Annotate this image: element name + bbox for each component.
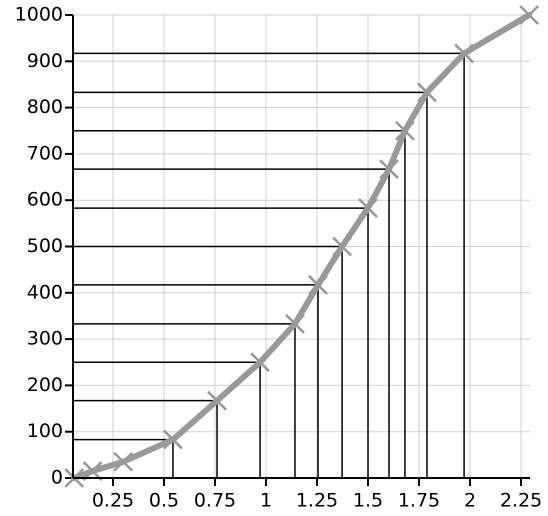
y-tick-label: 400 <box>27 281 63 303</box>
cross-marker <box>113 451 134 472</box>
x-tick-label: 2.25 <box>500 490 542 512</box>
cross-marker <box>285 313 305 334</box>
cross-marker <box>454 43 474 64</box>
cross-marker <box>519 5 540 25</box>
cross-marker <box>332 236 352 257</box>
x-tick-label: 0.5 <box>149 490 179 512</box>
y-tick-label: 600 <box>27 189 63 211</box>
x-tick-label: 1.5 <box>353 490 383 512</box>
x-tick-label: 1.25 <box>296 490 338 512</box>
cross-marker <box>163 429 183 450</box>
cross-marker <box>417 82 437 103</box>
y-tick-label: 900 <box>27 50 63 72</box>
x-tick-label: 1 <box>260 490 272 512</box>
y-tick-label: 300 <box>27 328 63 350</box>
y-tick-label: 100 <box>27 420 63 442</box>
y-tick-label: 500 <box>27 235 63 257</box>
x-tick-label: 0.25 <box>92 490 134 512</box>
cross-marker <box>395 120 415 141</box>
y-tick-label: 700 <box>27 142 63 164</box>
cross-marker <box>358 198 378 218</box>
cross-marker <box>250 352 270 373</box>
x-tick-label: 1.75 <box>398 490 440 512</box>
cross-marker <box>308 275 328 295</box>
x-tick-label: 2 <box>464 490 476 512</box>
x-tick-label: 0.75 <box>194 490 236 512</box>
y-tick-label: 1000 <box>15 4 63 26</box>
y-tick-label: 200 <box>27 374 63 396</box>
y-tick-label: 0 <box>51 467 63 489</box>
cross-marker <box>207 390 227 411</box>
y-tick-label: 800 <box>27 96 63 118</box>
cross-marker <box>379 159 399 180</box>
